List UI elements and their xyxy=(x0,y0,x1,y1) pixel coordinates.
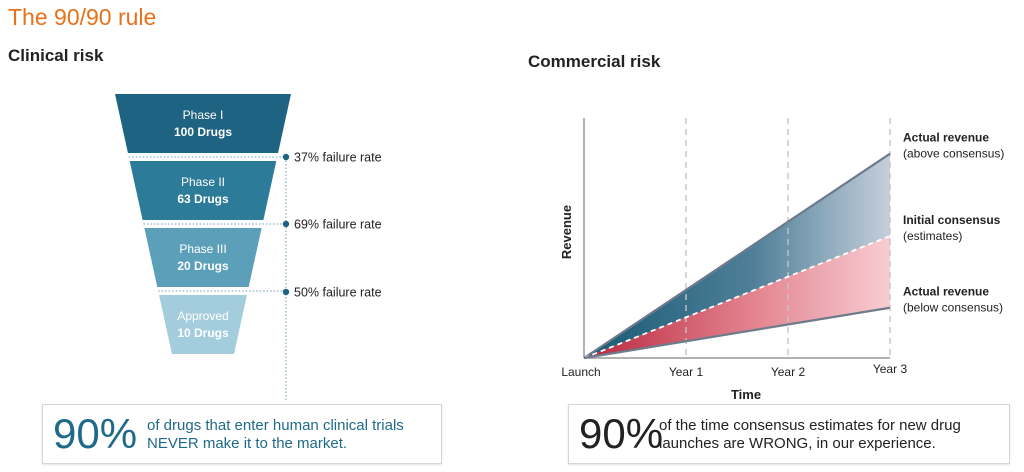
failure-rate-dot xyxy=(282,153,290,161)
x-tick-label: Year 3 xyxy=(873,362,908,376)
funnel-stage-label: Phase II xyxy=(181,175,225,189)
series-label-detail: (below consensus) xyxy=(903,301,1003,315)
funnel-stage-count: 20 Drugs xyxy=(177,259,229,273)
failure-rate-dot xyxy=(282,288,290,296)
funnel-segment-3 xyxy=(144,228,262,287)
series-label-detail: (estimates) xyxy=(903,229,962,243)
clinical-callout-text: of drugs that enter human clinical trial… xyxy=(147,417,437,453)
funnel-stage-count: 63 Drugs xyxy=(177,192,229,206)
series-label-name: Actual revenue xyxy=(903,131,989,145)
failure-rate-label: 50% failure rate xyxy=(294,286,382,300)
x-tick-label: Year 1 xyxy=(669,365,704,379)
series-line-2 xyxy=(583,235,891,359)
series-line-3 xyxy=(583,306,891,360)
funnel-stage-label: Phase I xyxy=(183,108,224,122)
clinical-risk-title: Clinical risk xyxy=(8,46,104,65)
series-label-name: Initial consensus xyxy=(903,213,1001,227)
commercial-callout-percentage: 90% xyxy=(579,410,664,457)
funnel-stage-count: 10 Drugs xyxy=(177,326,229,340)
funnel-segment-1 xyxy=(115,94,291,153)
failure-rate-label: 69% failure rate xyxy=(294,218,382,232)
clinical-funnel: Phase I 100 Drugs Phase II 63 Drugs Phase II… xyxy=(115,94,382,402)
y-axis-label: Revenue xyxy=(559,205,574,259)
funnel-segment-4 xyxy=(159,295,247,354)
commercial-callout-line2: launches are WRONG, in our experience. xyxy=(659,435,936,452)
page-title: The 90/90 rule xyxy=(8,4,157,30)
x-tick-labels: Launch Year 1 Year 2 Year 3 xyxy=(561,362,907,379)
commercial-callout-line1: of the time consensus estimates for new … xyxy=(659,417,961,434)
series-label-name: Actual revenue xyxy=(903,285,989,299)
commercial-callout-text: of the time consensus estimates for new … xyxy=(659,417,1005,453)
clinical-callout-line2: NEVER make it to the market. xyxy=(147,435,348,452)
clinical-callout-percentage: 90% xyxy=(53,410,138,457)
x-tick-label: Year 2 xyxy=(771,365,806,379)
failure-rate-dot xyxy=(282,220,290,228)
series-lines xyxy=(583,152,891,360)
failure-rate-label: 37% failure rate xyxy=(294,151,382,165)
funnel-stage-count: 100 Drugs xyxy=(174,125,232,139)
revenue-chart: Actual revenue (above consensus) Initial c… xyxy=(559,118,1004,402)
clinical-callout: 90% of drugs that enter human clinical t… xyxy=(42,404,442,464)
x-tick-label: Launch xyxy=(561,365,600,379)
clinical-callout-line1: of drugs that enter human clinical trial… xyxy=(147,417,404,434)
commercial-risk-title: Commercial risk xyxy=(528,52,661,71)
x-axis-label: Time xyxy=(731,387,761,402)
funnel-segment-2 xyxy=(129,161,277,220)
series-labels: Actual revenue (above consensus) Initial c… xyxy=(903,131,1004,315)
series-label-detail: (above consensus) xyxy=(903,147,1004,161)
funnel-stage-label: Phase III xyxy=(179,242,226,256)
commercial-callout: 90% of the time consensus estimates for … xyxy=(568,404,1010,464)
funnel-stage-label: Approved xyxy=(177,309,228,323)
series-line-1 xyxy=(583,152,891,359)
